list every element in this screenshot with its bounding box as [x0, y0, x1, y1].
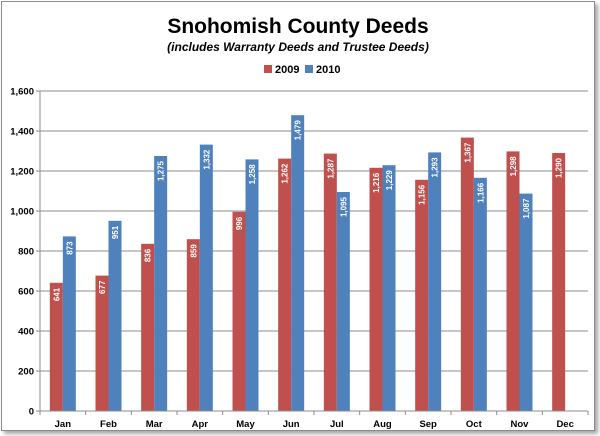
- bar-value-label: 1,262: [281, 163, 290, 184]
- bar-2010-Nov: [519, 193, 533, 411]
- y-tick-label: 0: [29, 407, 34, 418]
- bar-2010-Jan: [62, 236, 76, 411]
- bar-value-label: 951: [111, 225, 120, 239]
- y-tick-label: 1,600: [10, 87, 34, 98]
- bar-value-label: 1,298: [509, 156, 518, 177]
- bar-value-label: 1,229: [385, 170, 394, 191]
- chart-title: Snohomish County Deeds: [167, 15, 428, 38]
- bar-2010-Sep: [428, 152, 442, 411]
- x-tick-label: Feb: [100, 419, 117, 430]
- x-tick-label: Jun: [283, 419, 300, 430]
- y-tick-label: 1,200: [10, 167, 34, 178]
- bar-2009-Jan: [49, 282, 63, 411]
- x-axis: Jan Feb Mar Apr May Jun Jul Aug Sep Oct Nov Dec: [39, 410, 589, 430]
- bar-value-label: 1,367: [463, 142, 472, 163]
- bar-2009-Nov: [506, 151, 520, 411]
- y-tick-label: 1,400: [10, 127, 34, 138]
- x-tick-label: Aug: [373, 419, 392, 430]
- bar-2009-Jun: [278, 158, 292, 411]
- y-tick-label: 1,000: [10, 207, 34, 218]
- bar-2009-Apr: [186, 239, 200, 411]
- x-tick-label: Jul: [330, 419, 344, 430]
- legend-swatch-2009: [264, 65, 272, 73]
- bar-value-label: 1,087: [522, 198, 531, 219]
- bar-2009-Sep: [415, 179, 429, 411]
- bar-value-label: 996: [235, 216, 244, 230]
- legend-label-2009: 2009: [275, 64, 299, 76]
- bar-value-label: 1,290: [555, 157, 564, 178]
- bar-value-label: 1,166: [476, 182, 485, 203]
- bar-value-label: 1,287: [326, 158, 335, 179]
- y-tick-label: 600: [18, 287, 34, 298]
- y-axis: 0 200 400 600 800 1,000 1,200 1,400 1,600: [10, 87, 41, 418]
- bar-2009-Aug: [369, 167, 383, 411]
- y-tick-label: 400: [18, 327, 34, 338]
- bar-2010-Mar: [154, 156, 168, 411]
- legend-swatch-2010: [305, 65, 313, 73]
- x-tick-label: May: [236, 419, 255, 430]
- bar-2009-Jul: [323, 153, 337, 411]
- chart-subtitle: (includes Warranty Deeds and Trustee Dee…: [167, 40, 429, 54]
- bar-2010-May: [245, 159, 259, 411]
- bar-2009-Oct: [460, 137, 474, 411]
- bar-2009-Mar: [141, 243, 155, 411]
- bar-2010-Oct: [473, 177, 487, 411]
- y-tick-label: 800: [18, 247, 34, 258]
- x-tick-label: Dec: [556, 419, 573, 430]
- x-tick-label: Oct: [466, 419, 483, 430]
- bar-2009-Feb: [95, 275, 109, 411]
- bar-value-label: 1,275: [157, 160, 166, 181]
- bar-2010-Jul: [336, 192, 350, 411]
- x-tick-label: Apr: [192, 419, 209, 430]
- bar-2009-May: [232, 211, 246, 411]
- bar-value-label: 859: [189, 244, 198, 258]
- bar-value-label: 1,258: [248, 164, 257, 185]
- legend-label-2010: 2010: [316, 64, 340, 76]
- bar-value-label: 873: [65, 241, 74, 255]
- x-tick-label: Sep: [419, 419, 437, 430]
- bar-value-label: 1,156: [418, 184, 427, 205]
- x-tick-label: Mar: [146, 419, 163, 430]
- x-tick-label: Jan: [55, 419, 72, 430]
- bar-2010-Jun: [291, 115, 305, 411]
- bar-value-label: 1,293: [431, 157, 440, 178]
- legend: 2009 2010: [264, 64, 340, 76]
- y-tick-label: 200: [18, 367, 34, 378]
- bar-2009-Dec: [552, 153, 566, 411]
- bar-2010-Feb: [108, 220, 122, 411]
- gridlines: [40, 90, 588, 372]
- bar-value-label: 641: [52, 287, 61, 301]
- bar-2010-Aug: [382, 165, 396, 411]
- bar-value-label: 1,479: [294, 120, 303, 141]
- bar-value-label: 1,095: [339, 196, 348, 217]
- x-tick-label: Nov: [511, 419, 530, 430]
- bar-2010-Apr: [199, 144, 213, 411]
- bar-value-label: 1,216: [372, 172, 381, 193]
- bar-value-label: 677: [98, 280, 107, 294]
- bars: 641 677 836 859 996 1,262 1,287 1,216 1,156 1,367…: [49, 115, 566, 411]
- bar-value-label: 1,332: [202, 149, 211, 170]
- bar-value-label: 836: [144, 248, 153, 262]
